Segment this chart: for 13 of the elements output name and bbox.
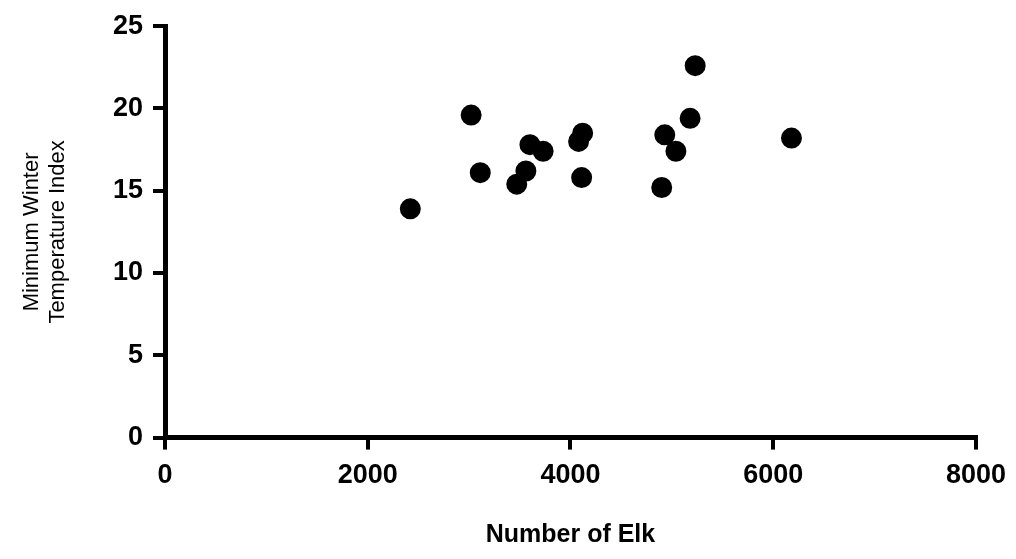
x-tick-label: 2000 — [337, 459, 398, 490]
y-tick-label: 15 — [112, 174, 143, 205]
x-tick-label: 6000 — [743, 459, 804, 490]
y-tick-label: 25 — [112, 9, 143, 40]
y-axis-title: Minimum Winter Temperature Index — [18, 140, 70, 324]
y-tick-label: 0 — [127, 421, 143, 452]
y-tick-label: 10 — [112, 256, 143, 287]
x-tick-label: 4000 — [540, 459, 601, 490]
y-tick-label: 20 — [112, 91, 143, 122]
x-axis-title: Number of Elk — [485, 518, 656, 547]
x-tick-label: 0 — [157, 459, 173, 490]
y-tick-label: 5 — [127, 338, 143, 369]
x-tick-label: 8000 — [945, 459, 1007, 490]
